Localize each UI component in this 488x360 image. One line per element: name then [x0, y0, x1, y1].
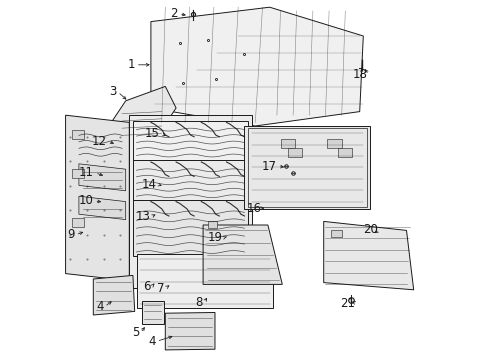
Text: 19: 19	[207, 231, 223, 244]
Text: 5: 5	[132, 327, 139, 339]
Text: 14: 14	[141, 178, 156, 191]
Text: 18: 18	[352, 68, 367, 81]
Polygon shape	[323, 221, 413, 290]
Polygon shape	[244, 126, 370, 209]
Polygon shape	[151, 7, 363, 126]
Polygon shape	[79, 164, 125, 191]
Text: 21: 21	[340, 297, 355, 310]
Polygon shape	[326, 139, 341, 148]
Polygon shape	[65, 115, 129, 281]
Text: 11: 11	[79, 166, 94, 179]
Polygon shape	[79, 196, 125, 220]
Polygon shape	[136, 254, 273, 308]
Text: 4: 4	[148, 335, 155, 348]
Text: 3: 3	[109, 85, 117, 98]
Polygon shape	[141, 301, 163, 324]
Polygon shape	[133, 160, 247, 200]
Text: 7: 7	[157, 282, 164, 294]
Polygon shape	[72, 169, 84, 178]
Text: 16: 16	[246, 202, 261, 215]
Polygon shape	[165, 312, 215, 350]
Text: 1: 1	[127, 58, 134, 71]
Polygon shape	[111, 86, 176, 144]
Polygon shape	[133, 200, 247, 256]
Text: 13: 13	[135, 210, 150, 223]
Text: 20: 20	[363, 223, 378, 236]
Text: 15: 15	[145, 127, 160, 140]
Text: 10: 10	[78, 194, 93, 207]
Polygon shape	[133, 121, 247, 160]
Polygon shape	[337, 148, 352, 157]
Text: 4: 4	[96, 300, 103, 313]
Text: 2: 2	[170, 7, 178, 20]
Text: 9: 9	[67, 228, 75, 241]
Polygon shape	[330, 230, 341, 237]
Polygon shape	[280, 139, 294, 148]
Polygon shape	[203, 225, 282, 284]
Polygon shape	[129, 115, 251, 288]
Text: 6: 6	[143, 280, 151, 293]
Polygon shape	[72, 218, 84, 227]
Text: 8: 8	[195, 296, 203, 309]
Text: 12: 12	[92, 135, 107, 148]
Polygon shape	[287, 148, 302, 157]
Polygon shape	[93, 275, 134, 315]
Polygon shape	[72, 130, 84, 139]
Polygon shape	[207, 221, 217, 228]
Text: 17: 17	[262, 160, 276, 173]
